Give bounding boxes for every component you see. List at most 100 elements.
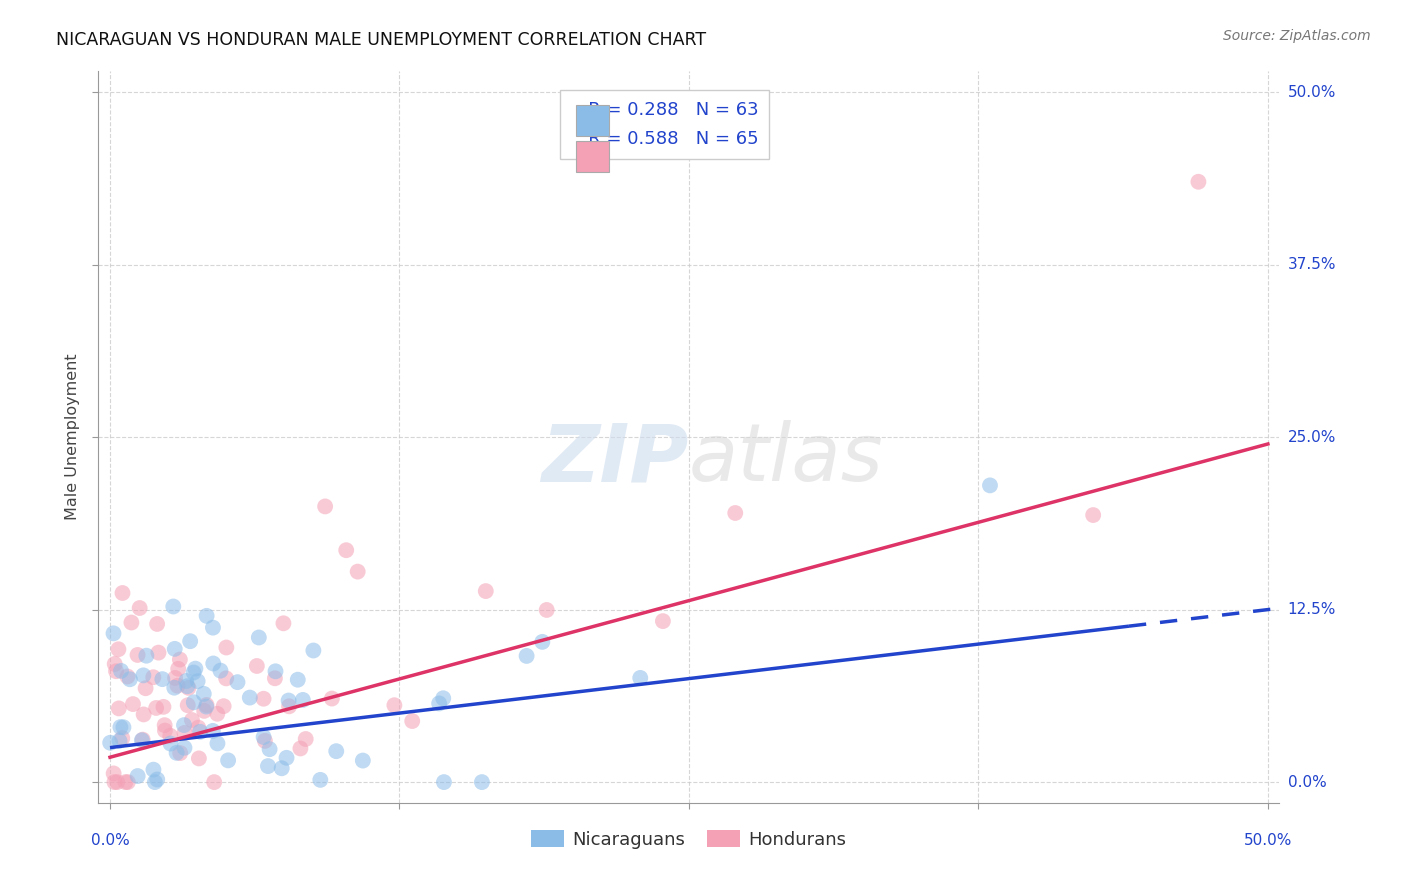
Point	[169, 746, 191, 760]
Point	[111, 586, 134, 600]
Point	[239, 690, 262, 705]
Point	[169, 652, 191, 666]
Point	[110, 664, 132, 678]
FancyBboxPatch shape	[575, 105, 609, 136]
Point	[651, 614, 673, 628]
Text: 12.5%: 12.5%	[1288, 602, 1336, 617]
Point	[163, 681, 186, 695]
Point	[432, 691, 454, 706]
Point	[118, 672, 141, 686]
Point	[107, 701, 129, 715]
Point	[433, 775, 456, 789]
Point	[159, 737, 181, 751]
Point	[259, 742, 281, 756]
Text: 50.0%: 50.0%	[1288, 85, 1336, 100]
Point	[187, 721, 209, 735]
Point	[427, 697, 450, 711]
Point	[132, 707, 155, 722]
Point	[246, 659, 269, 673]
Point	[135, 648, 157, 663]
Text: NICARAGUAN VS HONDURAN MALE UNEMPLOYMENT CORRELATION CHART: NICARAGUAN VS HONDURAN MALE UNEMPLOYMENT…	[56, 31, 706, 49]
Point	[145, 701, 167, 715]
Point	[181, 713, 204, 727]
Point	[287, 673, 309, 687]
Point	[247, 631, 270, 645]
Point	[212, 699, 235, 714]
Point	[148, 646, 170, 660]
Y-axis label: Male Unemployment: Male Unemployment	[65, 354, 80, 520]
Point	[273, 616, 295, 631]
Point	[122, 697, 145, 711]
Point	[277, 693, 299, 707]
Point	[163, 641, 186, 656]
Point	[321, 691, 343, 706]
Point	[112, 720, 135, 734]
Point	[114, 775, 136, 789]
Point	[193, 687, 215, 701]
Point	[1083, 508, 1105, 522]
Point	[177, 681, 200, 695]
Text: R = 0.288   N = 63
   R = 0.588   N = 65: R = 0.288 N = 63 R = 0.588 N = 65	[571, 101, 758, 148]
Point	[152, 699, 174, 714]
Point	[724, 506, 747, 520]
Point	[176, 679, 198, 693]
Point	[128, 601, 150, 615]
Text: 37.5%: 37.5%	[1288, 257, 1336, 272]
Point	[111, 731, 134, 745]
Point	[291, 693, 314, 707]
Point	[183, 695, 205, 709]
Point	[105, 664, 128, 678]
Point	[475, 584, 498, 599]
Point	[117, 669, 139, 683]
Point	[104, 657, 127, 671]
Point	[201, 621, 224, 635]
Point	[516, 648, 538, 663]
Point	[150, 672, 173, 686]
Point	[270, 761, 292, 775]
Point	[142, 763, 165, 777]
Point	[202, 775, 225, 789]
Point	[153, 718, 176, 732]
Point	[162, 599, 184, 614]
Text: atlas: atlas	[689, 420, 884, 498]
Point	[187, 674, 209, 689]
Point	[146, 772, 169, 787]
Point	[173, 740, 195, 755]
Point	[290, 741, 312, 756]
Point	[195, 608, 218, 623]
Point	[135, 681, 157, 696]
Point	[193, 704, 215, 718]
Point	[195, 699, 218, 714]
Text: ZIP: ZIP	[541, 420, 689, 498]
Point	[110, 720, 132, 734]
Point	[179, 634, 201, 648]
Text: 0.0%: 0.0%	[90, 833, 129, 848]
Point	[159, 729, 181, 743]
Point	[215, 672, 238, 686]
Point	[127, 769, 149, 783]
Point	[309, 772, 332, 787]
Point	[531, 635, 554, 649]
Point	[253, 730, 276, 744]
Point	[132, 668, 155, 682]
Point	[131, 733, 153, 747]
Point	[127, 648, 149, 662]
Point	[166, 679, 188, 693]
Point	[207, 706, 229, 721]
Point	[264, 671, 287, 685]
Point	[215, 640, 238, 655]
Point	[132, 732, 155, 747]
Point	[195, 698, 218, 712]
Point	[471, 775, 494, 789]
Point	[257, 759, 280, 773]
Text: 0.0%: 0.0%	[1288, 774, 1326, 789]
Point	[979, 478, 1001, 492]
Point	[107, 642, 129, 657]
FancyBboxPatch shape	[575, 141, 609, 171]
Point	[202, 657, 225, 671]
Point	[314, 500, 336, 514]
Point	[294, 731, 316, 746]
Point	[401, 714, 423, 728]
Point	[120, 615, 142, 630]
Point	[352, 754, 374, 768]
